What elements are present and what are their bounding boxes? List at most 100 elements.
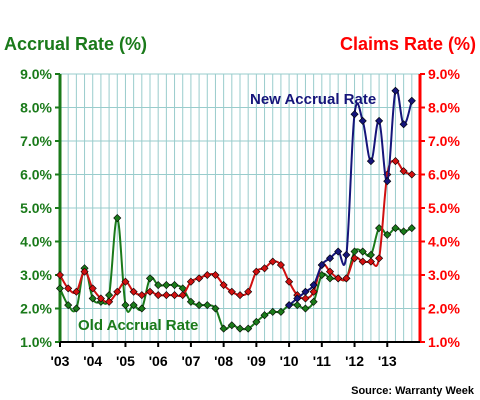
left-tick-label: 4.0%	[20, 234, 52, 250]
data-point-claims	[88, 284, 97, 293]
data-point-claims	[252, 267, 261, 276]
right-tick-label: 3.0%	[428, 267, 460, 283]
data-point-claims	[342, 274, 351, 283]
data-point-new-accrual	[285, 301, 294, 310]
left-tick-label: 9.0%	[20, 66, 52, 82]
data-point-claims	[154, 291, 163, 300]
data-point-new-accrual	[375, 116, 384, 125]
data-point-old-accrual	[72, 304, 81, 313]
data-point-claims	[399, 167, 408, 176]
data-point-claims	[170, 291, 179, 300]
source-note: Source: Warranty Week	[351, 385, 475, 397]
left-tick-label: 1.0%	[20, 334, 52, 350]
x-tick-label: '05	[116, 353, 135, 369]
data-point-claims	[391, 157, 400, 166]
left-tick-label: 8.0%	[20, 100, 52, 116]
data-point-old-accrual	[358, 247, 367, 256]
right-tick-label: 6.0%	[428, 167, 460, 183]
data-point-old-accrual	[383, 230, 392, 239]
x-tick-label: '10	[280, 353, 299, 369]
x-tick-label: '12	[345, 353, 364, 369]
data-point-claims	[129, 287, 138, 296]
data-point-claims	[105, 297, 114, 306]
right-axis-title: Claims Rate (%)	[340, 34, 476, 54]
right-tick-label: 2.0%	[428, 301, 460, 317]
data-point-claims	[72, 287, 81, 296]
left-tick-label: 6.0%	[20, 167, 52, 183]
data-point-new-accrual	[342, 250, 351, 259]
data-point-old-accrual	[301, 304, 310, 313]
right-tick-label: 5.0%	[428, 200, 460, 216]
series-line-claims	[59, 159, 413, 304]
data-point-old-accrual	[203, 301, 212, 310]
series-line-new-accrual	[288, 88, 413, 306]
x-tick-label: '04	[83, 353, 102, 369]
series-label-new-accrual: New Accrual Rate	[250, 91, 376, 108]
series-line-old-accrual	[59, 217, 413, 331]
data-point-claims	[55, 270, 65, 280]
left-axis-ticks: 1.0% 2.0% 3.0% 4.0% 5.0% 6.0% 7.0% 8.0% 9.0%	[20, 66, 60, 350]
right-tick-label: 4.0%	[428, 234, 460, 250]
left-tick-label: 3.0%	[20, 267, 52, 283]
right-tick-label: 7.0%	[428, 133, 460, 149]
data-point-claims	[219, 281, 228, 290]
data-point-old-accrual	[399, 227, 408, 236]
data-point-claims	[260, 264, 269, 273]
data-point-new-accrual	[309, 281, 318, 290]
left-tick-label: 7.0%	[20, 133, 52, 149]
data-point-claims	[366, 257, 375, 266]
data-point-new-accrual	[350, 110, 359, 119]
data-point-old-accrual	[88, 294, 97, 303]
data-point-new-accrual	[325, 254, 335, 263]
data-point-old-accrual	[145, 274, 155, 283]
data-point-claims	[186, 277, 195, 286]
data-point-old-accrual	[227, 321, 236, 330]
data-point-old-accrual	[195, 301, 204, 310]
data-point-new-accrual	[407, 96, 416, 105]
data-point-old-accrual	[162, 281, 171, 290]
data-point-new-accrual	[358, 116, 367, 125]
x-tick-label: '08	[214, 353, 233, 369]
data-point-old-accrual	[407, 224, 416, 233]
data-point-claims	[309, 287, 318, 296]
right-tick-label: 9.0%	[428, 66, 460, 82]
data-point-claims	[137, 291, 146, 300]
data-point-claims	[96, 294, 105, 303]
data-point-old-accrual	[268, 307, 277, 316]
data-point-claims	[301, 294, 310, 303]
left-axis-title: Accrual Rate (%)	[4, 34, 147, 54]
data-point-old-accrual	[276, 307, 285, 316]
data-point-claims	[145, 287, 155, 296]
data-point-new-accrual	[366, 157, 375, 166]
data-point-old-accrual	[309, 297, 318, 306]
right-tick-label: 1.0%	[428, 334, 460, 350]
data-point-claims	[80, 267, 89, 276]
data-point-claims	[358, 257, 367, 266]
data-point-claims	[211, 270, 220, 280]
data-point-claims	[375, 254, 384, 263]
data-point-old-accrual	[64, 301, 73, 310]
data-point-old-accrual	[252, 317, 261, 326]
series-label-old-accrual: Old Accrual Rate	[78, 317, 198, 334]
data-point-claims	[285, 277, 294, 286]
data-point-new-accrual	[391, 86, 400, 95]
data-point-old-accrual	[121, 301, 130, 310]
data-point-claims	[121, 277, 130, 286]
x-tick-label: '06	[149, 353, 168, 369]
data-point-claims	[276, 260, 285, 269]
data-point-old-accrual	[325, 274, 335, 283]
right-axis-ticks: 1.0% 2.0% 3.0% 4.0% 5.0% 6.0% 7.0% 8.0% 9.0%	[420, 66, 460, 350]
gridlines	[59, 73, 421, 343]
data-point-old-accrual	[129, 301, 138, 310]
data-point-old-accrual	[219, 324, 228, 333]
data-point-claims	[227, 287, 236, 296]
data-point-claims	[113, 287, 122, 296]
left-tick-label: 2.0%	[20, 301, 52, 317]
data-point-new-accrual	[334, 247, 343, 256]
data-point-new-accrual	[301, 287, 310, 296]
x-tick-label: '11	[313, 353, 331, 369]
data-point-claims	[407, 170, 416, 179]
data-point-claims	[195, 274, 204, 283]
data-point-old-accrual	[55, 284, 65, 293]
